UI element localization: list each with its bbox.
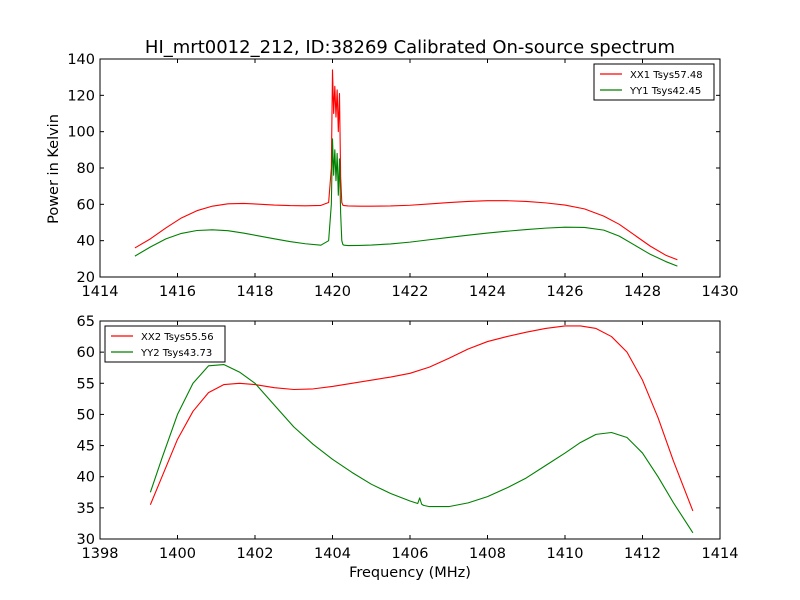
x-tick-label: 1422 (392, 284, 429, 300)
y-tick-label: 45 (77, 439, 95, 455)
y-axis-label: Power in Kelvin (46, 114, 62, 224)
x-tick-label: 1410 (547, 546, 584, 562)
y-tick-label: 80 (77, 161, 95, 177)
legend: XX2 Tsys55.56 YY2 Tsys43.73 (104, 325, 226, 363)
legend-box (104, 325, 226, 363)
x-tick-label: 1424 (469, 284, 506, 300)
x-tick-label: 1398 (82, 546, 119, 562)
legend-label: XX1 Tsys57.48 (630, 70, 703, 81)
y-tick-label: 30 (77, 532, 95, 548)
chart-title: HI_mrt0012_212, ID:38269 Calibrated On-s… (145, 37, 675, 58)
x-tick-label: 1400 (159, 546, 196, 562)
plot-frame (99, 320, 721, 540)
series-line-yy1 (134, 138, 678, 267)
x-tick-label: 1406 (392, 546, 429, 562)
x-tick-label: 1418 (237, 284, 274, 300)
y-tick-label: 40 (77, 234, 95, 250)
legend-label: YY1 Tsys42.45 (629, 86, 701, 97)
x-tick-label: 1426 (547, 284, 584, 300)
x-tick-label: 1408 (469, 546, 506, 562)
y-tick-label: 60 (77, 345, 95, 361)
y-tick-label: 100 (67, 125, 95, 141)
x-tick-label: 1404 (314, 546, 351, 562)
legend-label: XX2 Tsys55.56 (141, 332, 214, 343)
y-tick-label: 55 (77, 376, 95, 392)
series-line-yy2 (149, 364, 694, 534)
legend-box (593, 63, 715, 101)
legend-label: YY2 Tsys43.73 (140, 348, 212, 359)
plot-frame (99, 58, 721, 278)
x-tick-label: 1416 (159, 284, 196, 300)
x-tick-label: 1428 (624, 284, 661, 300)
y-tick-label: 65 (77, 314, 95, 330)
y-tick-label: 120 (67, 88, 95, 104)
y-tick-label: 60 (77, 197, 95, 213)
y-tick-label: 140 (67, 52, 95, 68)
top-spectrum-panel: 1414 1416 1418 1420 1422 1424 1426 1428 1430 20 40… (67, 52, 738, 300)
x-tick-label: 1402 (237, 546, 274, 562)
x-axis-label: Frequency (MHz) (349, 565, 471, 581)
series-line-xx1 (134, 69, 678, 261)
series-line-xx2 (149, 325, 694, 512)
x-tick-label: 1414 (82, 284, 119, 300)
y-tick-label: 20 (77, 270, 95, 286)
x-tick-label: 1414 (702, 546, 739, 562)
x-tick-label: 1412 (624, 546, 661, 562)
y-tick-label: 40 (77, 470, 95, 486)
x-tick-label: 1420 (314, 284, 351, 300)
legend: XX1 Tsys57.48 YY1 Tsys42.45 (593, 63, 715, 101)
bottom-spectrum-panel: 1398 1400 1402 1404 1406 1408 1410 1412 1414 30 35… (77, 314, 739, 562)
y-tick-label: 50 (77, 407, 95, 423)
x-tick-label: 1430 (702, 284, 739, 300)
y-tick-label: 35 (77, 501, 95, 517)
